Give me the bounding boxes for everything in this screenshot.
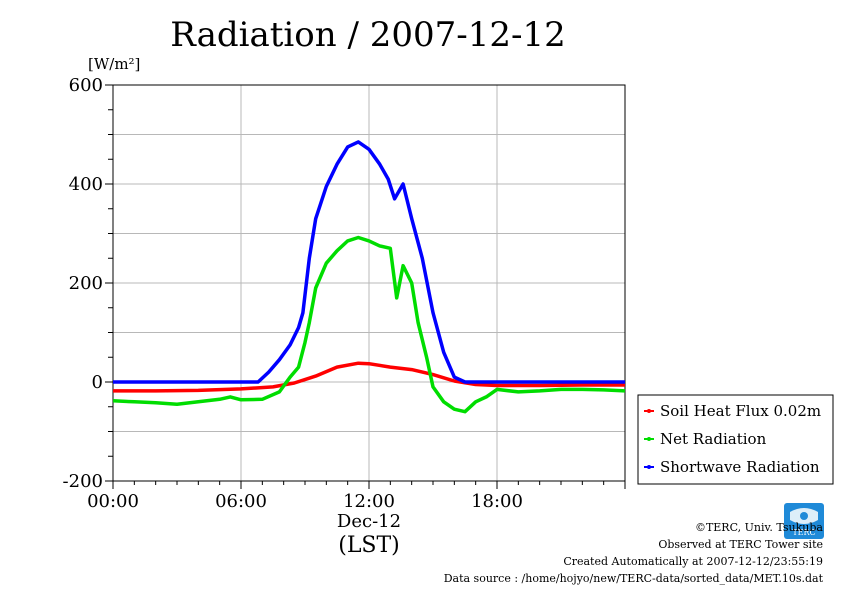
credit-created: Created Automatically at 2007-12-12/23:5… <box>563 555 823 568</box>
y-tick-label: 200 <box>69 273 103 294</box>
logo-text: TERC <box>792 528 815 537</box>
legend-label: Net Radiation <box>660 430 767 448</box>
series-line-0 <box>113 361 625 393</box>
x-tick-label: 18:00 <box>471 491 523 512</box>
grid-lines <box>113 85 625 481</box>
series-line-2 <box>113 140 625 384</box>
credit-source: Data source : /home/hojyo/new/TERC-data/… <box>444 572 824 585</box>
y-axis-unit: [W/m²] <box>88 55 140 73</box>
x-date-label: Dec-12 <box>337 511 401 532</box>
y-tick-label: 0 <box>92 372 103 393</box>
y-tick-label: 600 <box>69 75 103 96</box>
y-tick-label: 400 <box>69 174 103 195</box>
credit-site: Observed at TERC Tower site <box>658 538 823 551</box>
x-tick-label: 06:00 <box>215 491 267 512</box>
chart-title: Radiation / 2007-12-12 <box>170 15 566 55</box>
series-lines <box>112 140 626 414</box>
legend-marker <box>647 437 651 441</box>
legend: Soil Heat Flux 0.02m Net Radiation Shortwa… <box>637 394 834 485</box>
legend-marker <box>647 409 651 413</box>
x-tick-label: 12:00 <box>343 491 395 512</box>
credits: ©TERC, Univ. Tsukuba Observed at TERC To… <box>444 521 824 585</box>
x-tick-label: 00:00 <box>87 491 139 512</box>
legend-marker <box>647 465 651 469</box>
x-axis-label: (LST) <box>338 533 400 558</box>
credit-copyright: ©TERC, Univ. Tsukuba <box>695 521 823 534</box>
legend-box <box>637 394 834 485</box>
series-line-1 <box>112 235 626 414</box>
terc-logo: TERC <box>784 503 824 539</box>
y-tick-label: -200 <box>63 471 103 492</box>
legend-label: Shortwave Radiation <box>660 458 820 476</box>
legend-label: Soil Heat Flux 0.02m <box>660 402 821 420</box>
